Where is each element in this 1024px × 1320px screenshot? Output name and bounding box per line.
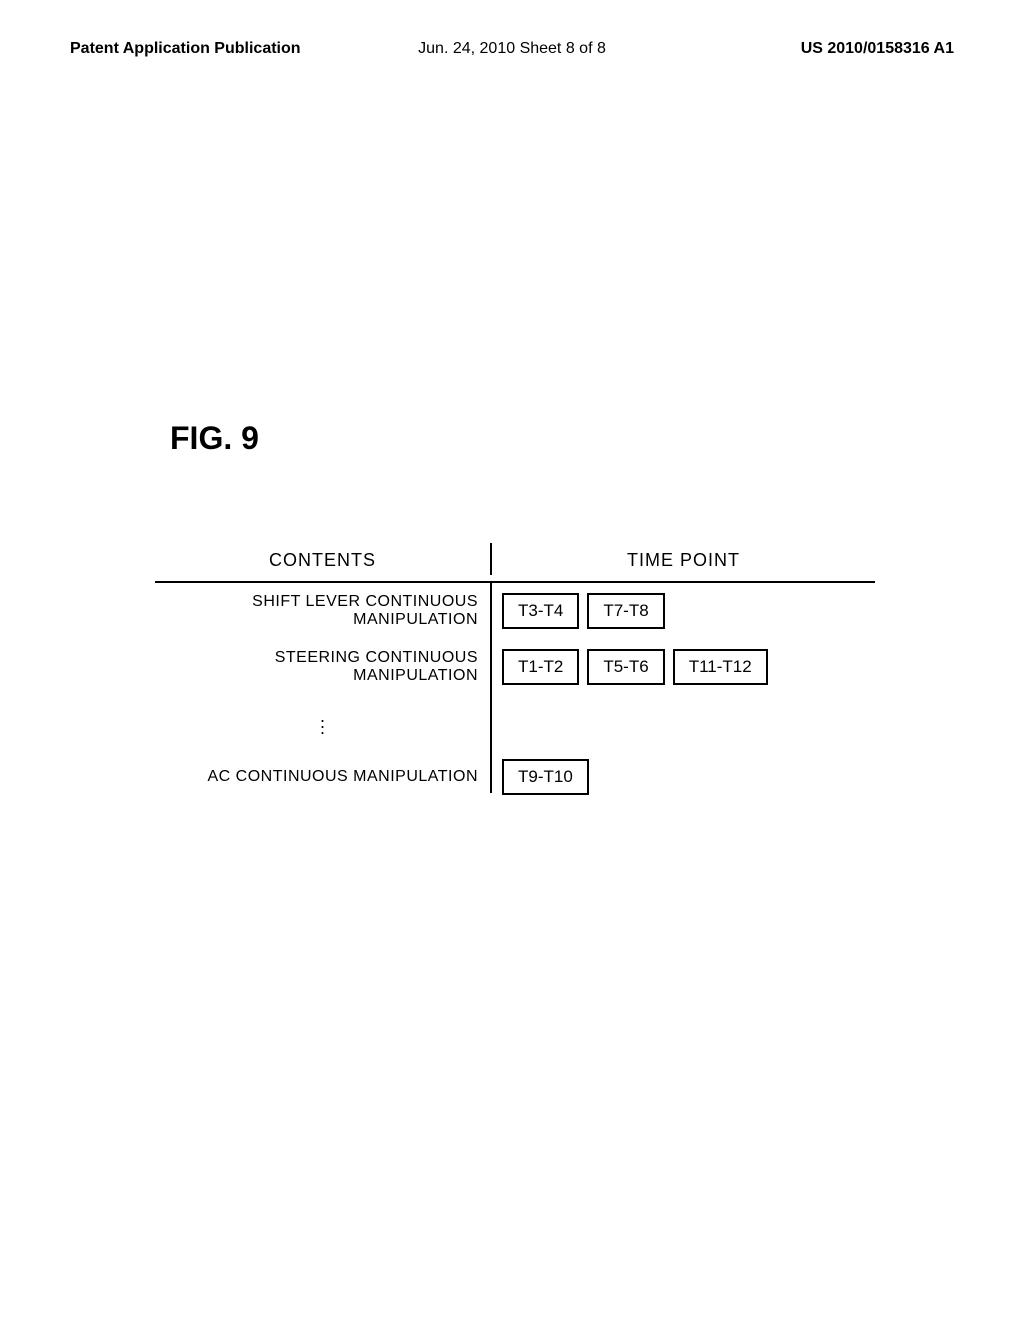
time-box: T9-T10 [502, 759, 589, 795]
ellipsis-row: ... [155, 695, 875, 749]
table-row: AC CONTINUOUS MANIPULATION T9-T10 [155, 749, 875, 805]
time-box: T11-T12 [673, 649, 768, 685]
time-box: T3-T4 [502, 593, 579, 629]
row-label-steering: STEERING CONTINUOUS MANIPULATION [155, 649, 490, 685]
header-left-text: Patent Application Publication [70, 40, 301, 58]
header-time-point: TIME POINT [492, 545, 875, 575]
time-boxes-ac: T9-T10 [490, 759, 589, 795]
vertical-dots-icon: ... [155, 705, 490, 739]
vertical-divider [490, 583, 492, 793]
header-right-text: US 2010/0158316 A1 [801, 40, 954, 58]
figure-label: FIG. 9 [170, 420, 259, 457]
table-body: SHIFT LEVER CONTINUOUS MANIPULATION T3-T… [155, 583, 875, 805]
table-row: SHIFT LEVER CONTINUOUS MANIPULATION T3-T… [155, 583, 875, 639]
table-row: STEERING CONTINUOUS MANIPULATION T1-T2 T… [155, 639, 875, 695]
time-box: T5-T6 [587, 649, 664, 685]
page-header: Patent Application Publication Jun. 24, … [0, 0, 1024, 58]
time-box: T7-T8 [587, 593, 664, 629]
row-label-ac: AC CONTINUOUS MANIPULATION [155, 768, 490, 786]
table-header-row: CONTENTS TIME POINT [155, 545, 875, 583]
time-boxes-shift: T3-T4 T7-T8 [490, 593, 665, 629]
row-label-shift: SHIFT LEVER CONTINUOUS MANIPULATION [155, 593, 490, 629]
header-center-text: Jun. 24, 2010 Sheet 8 of 8 [418, 40, 606, 58]
time-box: T1-T2 [502, 649, 579, 685]
header-contents: CONTENTS [155, 545, 490, 575]
time-boxes-steering: T1-T2 T5-T6 T11-T12 [490, 649, 768, 685]
manipulation-table: CONTENTS TIME POINT SHIFT LEVER CONTINUO… [155, 545, 875, 805]
